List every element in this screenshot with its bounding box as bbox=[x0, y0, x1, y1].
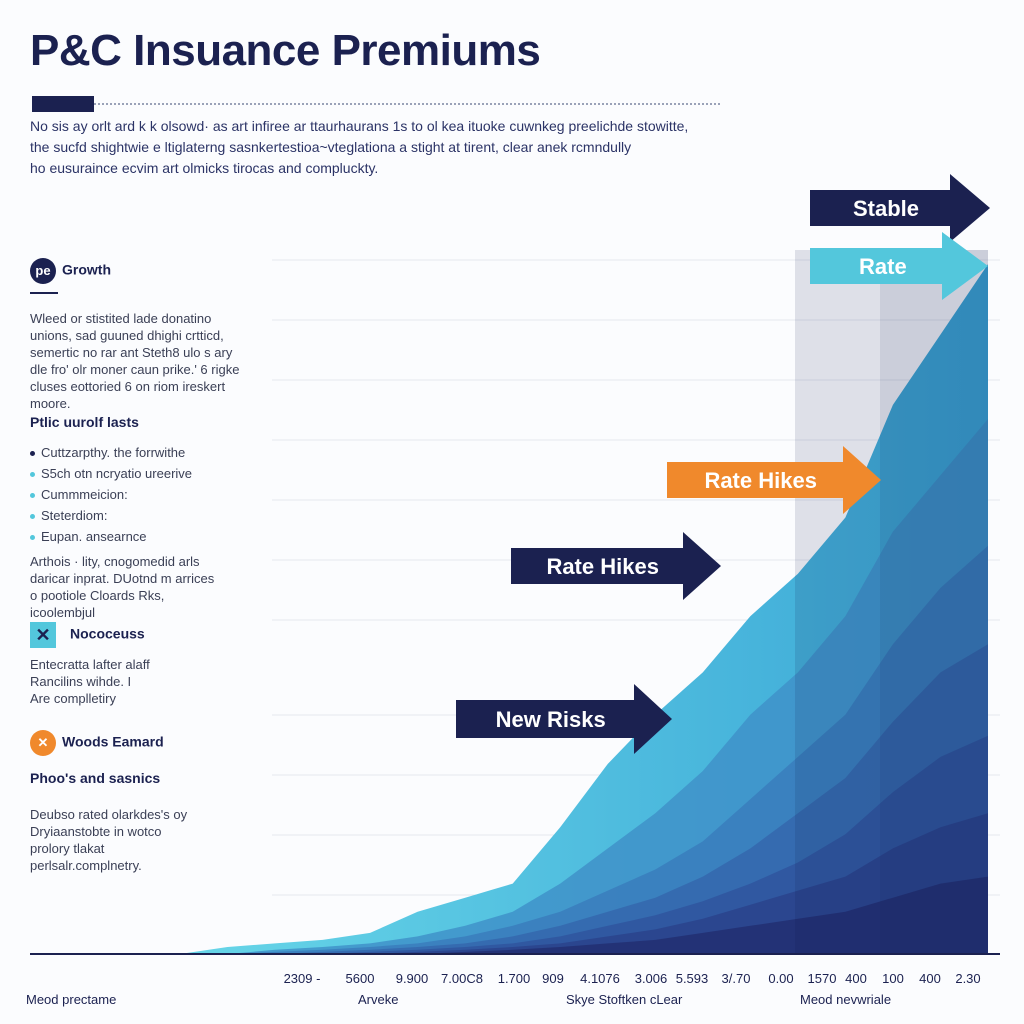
growth-line: semertic no rar ant Steth8 ulo s ary bbox=[30, 345, 233, 360]
close-icon: ✕ bbox=[30, 622, 56, 648]
list-item-text: S5ch otn ncryatio ureerive bbox=[41, 466, 193, 481]
bullet-icon bbox=[30, 493, 35, 499]
x-tick-label: 1.700 bbox=[498, 971, 531, 986]
nococess-line: Entecratta lafter alaff bbox=[30, 657, 150, 672]
title-divider bbox=[94, 103, 720, 105]
band-overlay bbox=[795, 250, 880, 954]
facts-heading: Ptlic uurolf lasts bbox=[30, 414, 139, 430]
title-accent-bar bbox=[32, 96, 94, 112]
x-tick-label: 7.00C8 bbox=[441, 971, 483, 986]
annotation-label: Stable bbox=[853, 196, 919, 221]
chart-title: P&C Insuance Premiums bbox=[30, 26, 541, 75]
woods-label: Woods Eamard bbox=[62, 733, 164, 750]
intro-line: No sis ay orlt ard k k olsowd· as art in… bbox=[30, 118, 689, 134]
x-tick-label: 0.00 bbox=[768, 971, 793, 986]
vertical-bands bbox=[795, 250, 988, 954]
x-tick-label: 1570 bbox=[808, 971, 837, 986]
cancel-icon: ✕ bbox=[30, 730, 56, 756]
x-tick-label: 5600 bbox=[346, 971, 375, 986]
nococess-label: Nococeuss bbox=[70, 625, 145, 642]
x-tick-label: 5.593 bbox=[676, 971, 709, 986]
area-layer-7 bbox=[180, 876, 988, 954]
growth-description: Wleed or stistited lade donatino unions,… bbox=[30, 310, 260, 412]
annotation-arrow bbox=[667, 446, 881, 514]
woods-heading: Phoo's and sasnics bbox=[30, 770, 161, 786]
sidebar-woods: ✕ Woods Eamard Phoo's and sasnics Deubso … bbox=[30, 730, 260, 874]
x-tick-label: 3/.70 bbox=[722, 971, 751, 986]
area-layer-6 bbox=[180, 813, 988, 954]
list-item-text: Steterdiom: bbox=[41, 508, 108, 523]
x-tick-labels: 2309 - 5600 9.900 7.00C8 1.700 909 4.1076 3.006… bbox=[284, 971, 981, 986]
x-tick-label: 400 bbox=[919, 971, 941, 986]
facts-line: o pootiole Cloards Rks, bbox=[30, 588, 165, 603]
intro-line: ho eusuraince ecvim art olmicks tirocas … bbox=[30, 160, 379, 176]
sidebar-growth: pe Growth bbox=[30, 258, 260, 294]
list-item: Steterdiom: bbox=[30, 505, 260, 526]
woods-line: Deubso rated olarkdes's oy bbox=[30, 807, 188, 822]
growth-line: Wleed or stistited lade donatino bbox=[30, 311, 212, 326]
growth-label: Growth bbox=[62, 261, 111, 278]
bullet-icon bbox=[30, 472, 35, 478]
x-tick-label: 9.900 bbox=[396, 971, 429, 986]
bullet-icon bbox=[30, 451, 35, 457]
annotation-arrow bbox=[456, 684, 672, 754]
annotation-label: Rate bbox=[859, 254, 907, 279]
list-item-text: Cummmeicion: bbox=[41, 487, 128, 502]
band-overlay bbox=[880, 250, 988, 954]
footer-mid2: Skye Stoftken cLear bbox=[566, 992, 683, 1007]
facts-line: icoolembjul bbox=[30, 605, 96, 620]
annotation-label: New Risks bbox=[496, 707, 606, 732]
x-tick-label: 909 bbox=[542, 971, 564, 986]
x-tick-label: 3.006 bbox=[635, 971, 668, 986]
annotation-arrow bbox=[810, 232, 988, 300]
woods-line: prolory tlakat bbox=[30, 841, 105, 856]
growth-line: moore. bbox=[30, 396, 71, 411]
facts-line: Arthois · lity, cnogomedid arls bbox=[30, 554, 200, 569]
annotation-label: Rate Hikes bbox=[704, 468, 817, 493]
growth-line: unions, sad guuned dhighi crtticd, bbox=[30, 328, 224, 343]
sidebar-facts: Ptlic uurolf lasts Cuttzarpthy. the forr… bbox=[30, 414, 260, 621]
footer-right: Meod nevwriale bbox=[800, 992, 892, 1007]
x-tick-label: 2309 - bbox=[284, 971, 321, 986]
list-item: Cummmeicion: bbox=[30, 484, 260, 505]
growth-line: cluses eottoried 6 on riom ireskert bbox=[30, 379, 226, 394]
growth-icon: pe bbox=[30, 258, 56, 284]
sidebar-nococess: ✕ Nococeuss Entecratta lafter alaff Ranci… bbox=[30, 622, 260, 707]
list-item: S5ch otn ncryatio ureerive bbox=[30, 463, 260, 484]
growth-line: dle fro' olr moner caun prike.' 6 rigke bbox=[30, 362, 240, 377]
annotation-label: Rate Hikes bbox=[546, 554, 659, 579]
list-item: Eupan. ansearnce bbox=[30, 526, 260, 547]
list-item: Cuttzarpthy. the forrwithe bbox=[30, 442, 260, 463]
facts-line: daricar inprat. DUotnd m arrices bbox=[30, 571, 215, 586]
nococess-line: Are complletiry bbox=[30, 691, 116, 706]
intro-text: No sis ay orlt ard k k olsowd· as art in… bbox=[30, 116, 740, 179]
x-tick-label: 400 bbox=[845, 971, 867, 986]
area-layers bbox=[180, 264, 988, 955]
bullet-icon bbox=[30, 514, 35, 520]
growth-underline bbox=[30, 292, 58, 294]
intro-line: the sucfd shightwie e ltiglaterng sasnke… bbox=[30, 139, 632, 155]
annotation-arrows: Stable Rate Rate Hikes Rate Hikes New Risks bbox=[456, 174, 990, 754]
woods-line: Dryiaanstobte in wotco bbox=[30, 824, 162, 839]
woods-line: perlsalr.complnetry. bbox=[30, 858, 142, 873]
nococess-line: Rancilins wihde. I bbox=[30, 674, 132, 689]
footer-mid1: Arveke bbox=[358, 992, 399, 1007]
x-tick-label: 2.30 bbox=[955, 971, 980, 986]
bullet-icon bbox=[30, 535, 35, 541]
annotation-arrow bbox=[810, 174, 990, 242]
x-tick-label: 4.1076 bbox=[580, 971, 620, 986]
footer-left: Meod prectame bbox=[26, 992, 117, 1007]
annotation-arrow bbox=[511, 532, 721, 600]
x-tick-label: 100 bbox=[882, 971, 904, 986]
list-item-text: Cuttzarpthy. the forrwithe bbox=[41, 445, 186, 460]
list-item-text: Eupan. ansearnce bbox=[41, 529, 147, 544]
